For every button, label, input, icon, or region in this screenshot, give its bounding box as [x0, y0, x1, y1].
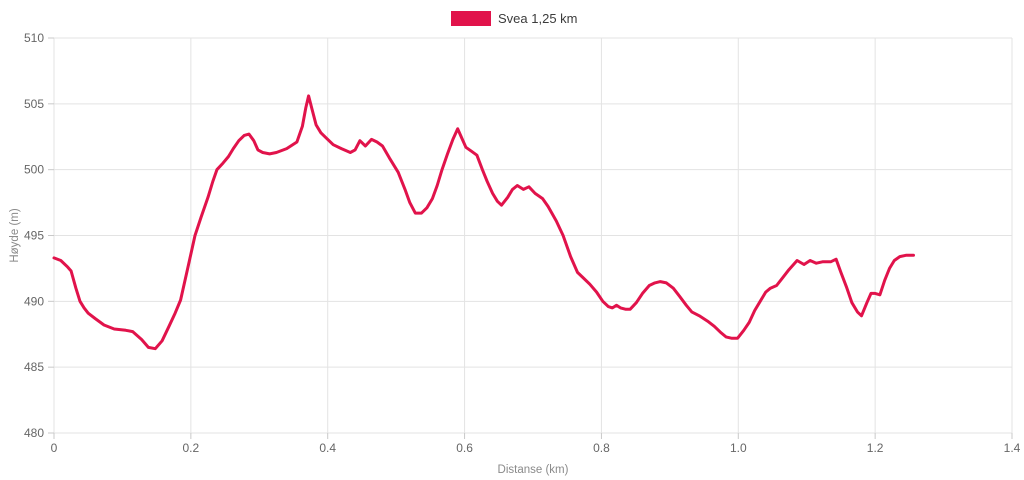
x-tick-label: 0.6: [456, 441, 473, 455]
y-tick-label: 510: [24, 31, 44, 45]
y-tick-label: 505: [24, 97, 44, 111]
y-tick-label: 485: [24, 360, 44, 374]
legend-series-label: Svea 1,25 km: [498, 11, 578, 26]
y-tick-label: 500: [24, 163, 44, 177]
x-axis-title: Distanse (km): [498, 464, 569, 476]
legend-color-swatch: [451, 11, 491, 26]
elevation-line: [52, 94, 915, 351]
y-tick-label: 480: [24, 426, 44, 440]
y-tick-label: 495: [24, 229, 44, 243]
y-axis-title: Høyde (m): [9, 208, 21, 262]
legend-item[interactable]: Svea 1,25 km: [451, 11, 578, 26]
x-tick-label: 0.2: [183, 441, 200, 455]
y-tick-label: 490: [24, 294, 44, 308]
x-tick-label: 0: [51, 441, 58, 455]
x-tick-label: 0.8: [593, 441, 610, 455]
x-tick-label: 1.4: [1004, 441, 1021, 455]
x-tick-label: 1.0: [730, 441, 747, 455]
x-tick-label: 0.4: [319, 441, 336, 455]
x-tick-label: 1.2: [867, 441, 884, 455]
